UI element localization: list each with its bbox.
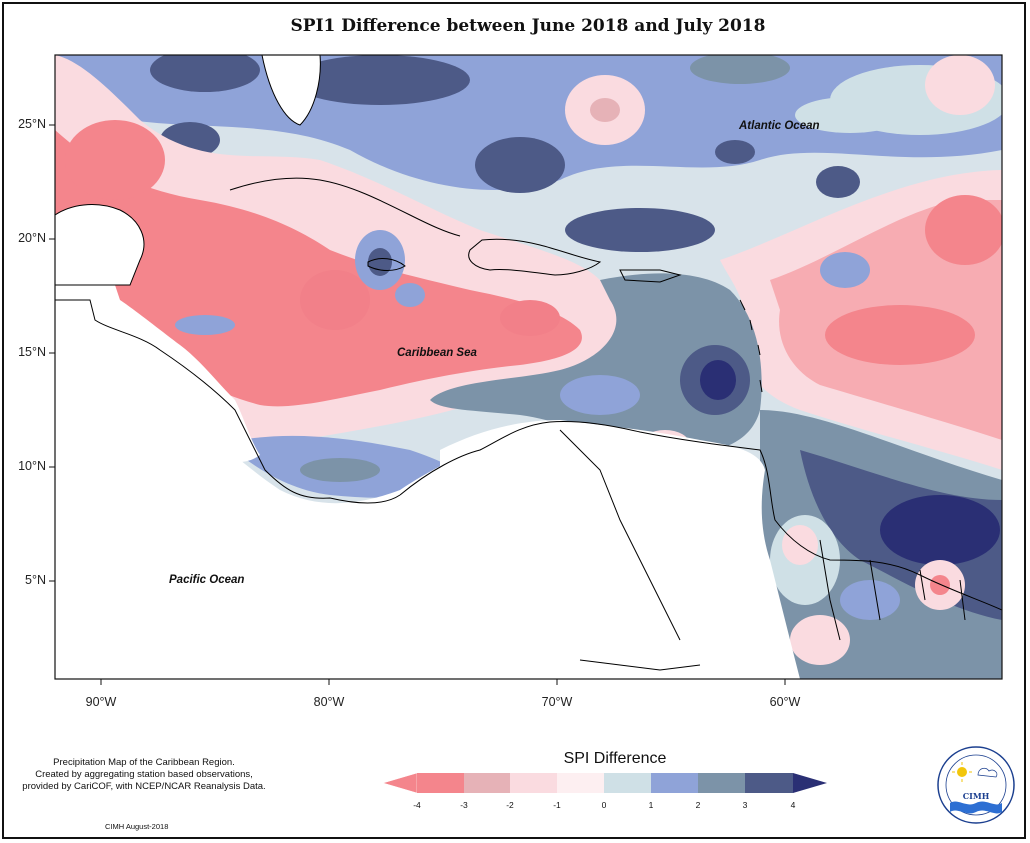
lat-label-10n: 10°N [18, 459, 46, 473]
map-caption: Precipitation Map of the Caribbean Regio… [6, 757, 282, 793]
sun-icon [957, 767, 967, 777]
lat-label-25n: 25°N [18, 117, 46, 131]
coastlines [55, 55, 1002, 671]
place-atlantic-ocean: Atlantic Ocean [739, 120, 820, 132]
cloud-icon [977, 767, 998, 778]
axis-ticks [49, 124, 786, 685]
legend-tick: 2 [695, 800, 701, 810]
lat-label-20n: 20°N [18, 231, 46, 245]
credit-line: CIMH August-2018 [105, 822, 169, 831]
legend-colorbar [382, 772, 827, 794]
caption-line-1: Precipitation Map of the Caribbean Regio… [53, 757, 235, 768]
legend-tick: 1 [648, 800, 654, 810]
place-pacific-ocean: Pacific Ocean [169, 574, 245, 586]
legend-title: SPI Difference [563, 750, 667, 767]
waves-icon [950, 801, 1002, 814]
legend-tick: -4 [413, 800, 421, 810]
legend-tick: -3 [460, 800, 468, 810]
lon-label-90w: 90°W [85, 695, 117, 709]
map-title: SPI1 Difference between June 2018 and Ju… [290, 16, 766, 36]
caption-line-3: provided by CariCOF, with NCEP/NCAR Rean… [22, 781, 266, 792]
legend-tick: -1 [553, 800, 561, 810]
lon-label-80w: 80°W [313, 695, 345, 709]
legend-tick: 3 [742, 800, 748, 810]
legend-tick: 0 [601, 800, 607, 810]
map-border [54, 54, 1003, 680]
caption-line-2: Created by aggregating station based obs… [35, 769, 253, 780]
logo-text: CIMH [962, 791, 990, 801]
lon-label-70w: 70°W [541, 695, 573, 709]
lon-label-60w: 60°W [769, 695, 801, 709]
legend-tick: -2 [506, 800, 514, 810]
lat-label-15n: 15°N [18, 345, 46, 359]
cimh-logo [937, 746, 1015, 824]
lat-label-5n: 5°N [25, 573, 46, 587]
spi-field [55, 55, 1002, 679]
legend-tick: 4 [790, 800, 796, 810]
place-caribbean-sea: Caribbean Sea [397, 347, 477, 359]
